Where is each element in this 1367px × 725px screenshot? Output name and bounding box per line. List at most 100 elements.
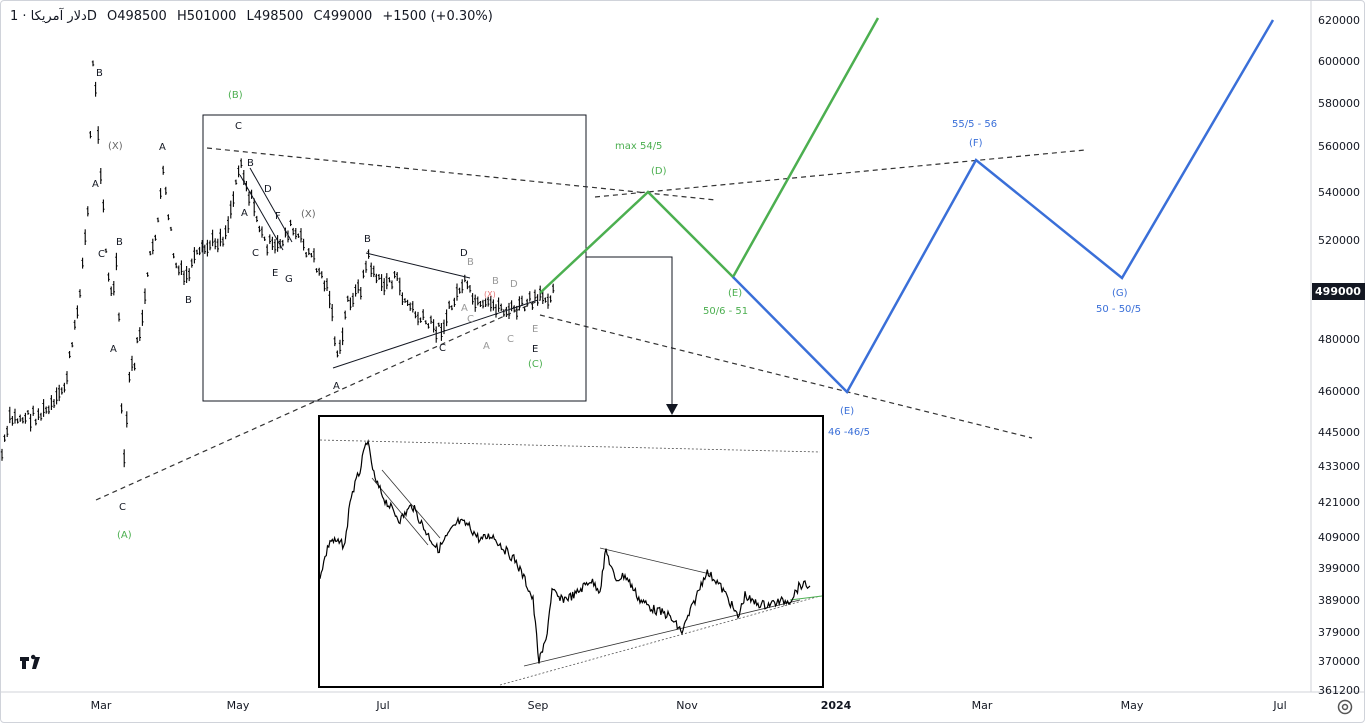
time-tick-label: Jul xyxy=(1272,699,1286,712)
projected-trendline xyxy=(539,314,1033,439)
wave-label: A xyxy=(241,208,248,219)
time-tick-label: Mar xyxy=(972,699,993,712)
inset-green-line xyxy=(789,595,823,601)
low-value: L498500 xyxy=(246,9,304,24)
wave-label: B xyxy=(116,237,123,248)
price-tick-label: 445000 xyxy=(1318,426,1360,439)
arrow-down-icon xyxy=(666,404,678,415)
inset-channel-1 xyxy=(371,477,429,546)
green-wave-path xyxy=(539,17,880,294)
price-tick-label: 560000 xyxy=(1318,140,1360,153)
wave-a-label: (A) xyxy=(117,530,132,541)
wave-label: A xyxy=(92,179,99,190)
wave-label: B xyxy=(492,276,499,287)
channel-line-2 xyxy=(249,167,293,243)
wave-label: D xyxy=(510,279,518,290)
wave-label: C xyxy=(119,502,126,513)
price-tick-label: 540000 xyxy=(1318,186,1360,199)
open-value: O498500 xyxy=(106,9,167,24)
settings-gear-icon[interactable] xyxy=(1335,697,1355,717)
max-d-label: max 54/5 xyxy=(615,141,662,152)
f-target-label: 55/5 - 56 xyxy=(952,119,997,130)
dashed-trendlines xyxy=(95,147,1086,501)
symbol-title[interactable]: دلار آمریکا · 1D xyxy=(10,9,97,24)
e-green-target-label: 50/6 - 51 xyxy=(703,306,748,317)
price-tick-label: 460000 xyxy=(1318,385,1360,398)
change-value: +1500 (+0.30%) xyxy=(382,9,493,24)
channel-line-1 xyxy=(239,174,284,251)
triangle-highlight-box xyxy=(202,114,587,402)
upper-projection-line xyxy=(594,149,1086,198)
connector-line xyxy=(586,256,673,405)
price-tick-label: 520000 xyxy=(1318,234,1360,247)
time-tick-label: May xyxy=(227,699,250,712)
inset-upper-line xyxy=(319,439,821,453)
wave-label: E xyxy=(532,344,538,355)
time-tick-label: Nov xyxy=(676,699,698,712)
wave-label: C xyxy=(235,121,242,132)
time-tick-label: Jul xyxy=(375,699,389,712)
price-tick-label: 580000 xyxy=(1318,97,1360,110)
triangle-upper-line xyxy=(365,252,471,279)
wave-label: E xyxy=(272,268,278,279)
price-tick-label: 399000 xyxy=(1318,562,1360,575)
wave-label: C xyxy=(507,334,514,345)
wave-b-label: (B) xyxy=(228,90,243,101)
wave-label: F xyxy=(275,211,281,222)
last-price-value: 499000 xyxy=(1315,285,1361,298)
e-blue-target-label: 46 -46/5 xyxy=(828,427,870,438)
wave-e-blue-label: (E) xyxy=(840,406,854,417)
projection-labels: (A) (B) (C) (D) max 54/5 (E) 50/6 - 51 (… xyxy=(117,90,1141,541)
wave-labels: B (X) A B C A C A B C B A D F C E G (X) … xyxy=(92,68,538,513)
g-target-label: 50 - 50/5 xyxy=(1096,304,1141,315)
price-tick-label: 620000 xyxy=(1318,14,1360,27)
time-tick-label: Mar xyxy=(91,699,112,712)
inset-price-line xyxy=(319,439,811,664)
price-tick-label: 389000 xyxy=(1318,594,1360,607)
wave-label: B xyxy=(364,234,371,245)
wave-label: B xyxy=(96,68,103,79)
inset-triangle-high xyxy=(599,547,711,575)
price-tick-label: 361200 xyxy=(1318,684,1360,697)
time-tick-label: 2024 xyxy=(821,699,852,712)
price-axis[interactable]: 620000 600000 580000 560000 540000 520000 4800… xyxy=(1318,14,1360,697)
price-tick-label: 370000 xyxy=(1318,655,1360,668)
inset-lower-dashed xyxy=(499,595,821,686)
price-tick-label: 600000 xyxy=(1318,55,1360,68)
close-value: C499000 xyxy=(313,9,373,24)
inset-chart-box xyxy=(318,415,824,688)
wave-label: C xyxy=(98,249,105,260)
inset-chart xyxy=(319,439,823,686)
wave-label: A xyxy=(159,142,166,153)
wave-label: B xyxy=(247,158,254,169)
wave-label: D xyxy=(264,184,272,195)
wave-label: (X) xyxy=(484,290,496,299)
wave-f-label: (F) xyxy=(969,138,983,149)
wave-label: E xyxy=(532,324,538,335)
price-tick-label: 480000 xyxy=(1318,333,1360,346)
wave-label: A xyxy=(483,341,490,352)
wave-e-green-label: (E) xyxy=(728,288,742,299)
triangle-lower-line xyxy=(332,299,539,369)
wave-label: C xyxy=(467,314,474,325)
wave-label: D xyxy=(460,248,468,259)
blue-wave-path xyxy=(732,19,1275,395)
wave-label: A xyxy=(461,303,468,314)
tradingview-logo-icon[interactable] xyxy=(14,648,48,676)
time-axis[interactable]: Mar May Jul Sep Nov 2024 Mar May Jul xyxy=(91,699,1287,712)
wave-label: B xyxy=(185,295,192,306)
lower-trendline xyxy=(95,299,541,501)
wave-c-label: (C) xyxy=(528,359,543,370)
wave-label: B xyxy=(467,257,474,268)
symbol-header: دلار آمریکا · 1D O498500 H501000 L498500… xyxy=(10,9,499,24)
price-tick-label: 433000 xyxy=(1318,460,1360,473)
wave-label: (X) xyxy=(301,209,316,220)
wave-g-label: (G) xyxy=(1112,288,1128,299)
price-tick-label: 421000 xyxy=(1318,496,1360,509)
wave-label: A xyxy=(333,381,340,392)
wave-label: C xyxy=(252,248,259,259)
upper-trendline xyxy=(206,147,717,201)
time-tick-label: May xyxy=(1121,699,1144,712)
